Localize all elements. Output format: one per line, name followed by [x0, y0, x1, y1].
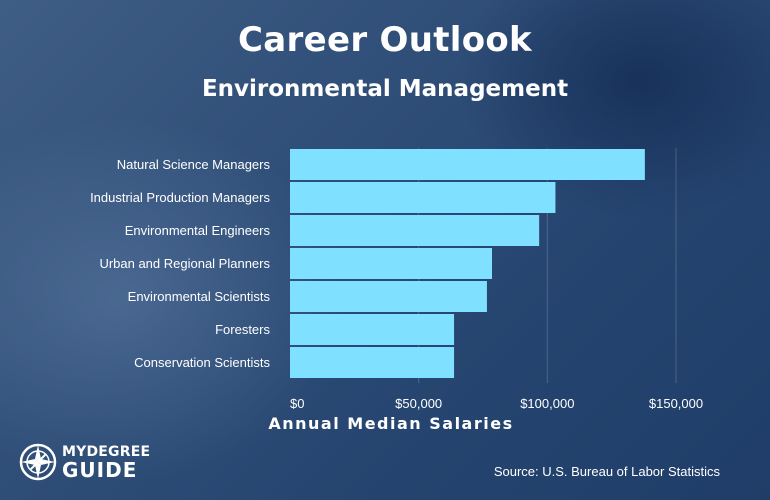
x-tick-label: $100,000 [520, 396, 574, 411]
bar [290, 314, 455, 345]
x-axis-label: Annual Median Salaries [268, 414, 514, 433]
logo-text-mydegree: MYDEGREE [62, 444, 151, 460]
bar [290, 182, 556, 213]
mydegreeguide-logo: MYDEGREE GUIDE [18, 440, 158, 486]
x-tick-label: $150,000 [649, 396, 703, 411]
category-label: Environmental Engineers [125, 223, 271, 238]
bar [290, 149, 645, 180]
x-tick-label: $0 [290, 396, 304, 411]
bar [290, 248, 493, 279]
logo-text-guide: GUIDE [62, 458, 138, 482]
category-label: Urban and Regional Planners [99, 256, 270, 271]
category-label: Environmental Scientists [128, 289, 271, 304]
category-label: Conservation Scientists [134, 355, 270, 370]
category-label: Natural Science Managers [117, 157, 271, 172]
source-note: Source: U.S. Bureau of Labor Statistics [493, 464, 720, 479]
bar [290, 281, 487, 312]
category-label: Foresters [215, 322, 270, 337]
category-label: Industrial Production Managers [90, 190, 270, 205]
chart-title: Career Outlook [238, 20, 532, 60]
bar [290, 215, 540, 246]
compass-icon [19, 443, 57, 481]
bar [290, 347, 455, 378]
x-tick-label: $50,000 [395, 396, 442, 411]
chart-subtitle: Environmental Management [201, 76, 569, 102]
